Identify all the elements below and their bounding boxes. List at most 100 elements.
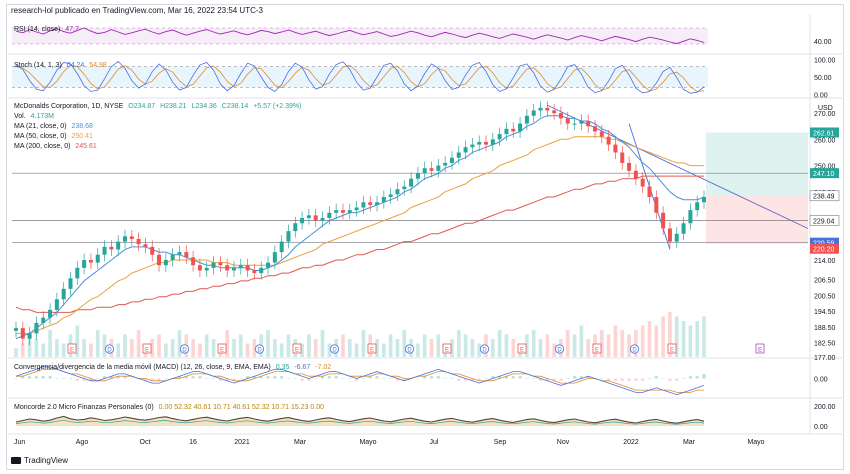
- volume-bar: [21, 343, 25, 357]
- macd-histogram-bar: [566, 378, 570, 379]
- wave-tick-label-0: 200.00: [814, 404, 836, 411]
- candle-body: [558, 113, 563, 119]
- candle-body: [143, 244, 148, 247]
- volume-bar: [634, 330, 638, 357]
- macd-histogram-bar: [539, 378, 543, 381]
- macd-histogram-bar: [402, 378, 406, 381]
- volume-bar: [531, 330, 536, 357]
- macd-histogram-bar: [212, 378, 216, 379]
- ohlc-close: C238.14: [221, 103, 249, 110]
- volume-bar: [34, 339, 39, 357]
- candle-body: [163, 259, 168, 266]
- volume-bar: [491, 339, 495, 357]
- macd-histogram-bar: [675, 378, 679, 381]
- candle-body: [136, 238, 141, 245]
- candle-body: [593, 126, 598, 132]
- volume-bar: [552, 343, 556, 357]
- macd-histogram-bar: [259, 376, 263, 379]
- macd-histogram-bar: [416, 378, 420, 379]
- candle-body: [259, 267, 264, 274]
- candle-body: [402, 186, 407, 190]
- candle-body: [388, 194, 393, 198]
- trend-line-down: [547, 104, 809, 229]
- candle-body: [231, 267, 236, 271]
- macd-histogram-bar: [573, 376, 577, 379]
- macd-histogram-bar: [21, 376, 25, 379]
- rsi-band: [12, 28, 708, 44]
- dividend-marker: [254, 344, 265, 354]
- macd-histogram-bar: [430, 376, 434, 379]
- volume-bar: [586, 339, 590, 357]
- volume-bar: [688, 325, 693, 357]
- volume-bar: [41, 343, 46, 357]
- candle-body: [463, 147, 468, 153]
- candle-body: [238, 265, 243, 268]
- macd-legend: Convergencia/divergencia de la media móv…: [14, 364, 331, 371]
- publish-attribution: research-lol publicado en TradingView.co…: [11, 6, 263, 15]
- price-tick-label-6: 200.50: [814, 293, 836, 300]
- price-tag-label-1: 247.10: [813, 171, 835, 178]
- volume-legend-value: 4.173M: [30, 113, 54, 120]
- candle-body: [490, 139, 495, 145]
- candle-body: [470, 144, 475, 148]
- candle-body: [75, 267, 80, 279]
- macd-histogram-bar: [375, 376, 379, 379]
- volume-bar: [252, 339, 257, 357]
- macd-histogram-bar: [470, 378, 474, 381]
- rsi-legend-value: 47.7: [65, 26, 79, 33]
- time-tick-label-7: Jul: [430, 439, 439, 446]
- ohlc-low: L234.36: [191, 103, 217, 110]
- macd-histogram-bar: [293, 378, 297, 379]
- volume-bar: [525, 334, 529, 357]
- candle-body: [381, 197, 386, 203]
- candle-body: [354, 207, 359, 211]
- rsi-legend: RSI (14, close) 47.7: [14, 26, 79, 33]
- ma21-legend-value: 238.68: [71, 123, 93, 130]
- stoch-legend-text: Stoch (14, 1, 3): [14, 62, 62, 69]
- candle-body: [436, 165, 441, 171]
- price-tag-label-5: 220.20: [813, 247, 835, 254]
- tradingview-logo[interactable]: TradingView: [11, 456, 68, 465]
- macd-histogram-bar: [702, 373, 706, 379]
- volume-bar: [211, 339, 216, 357]
- ma50-legend-value: 250.41: [71, 133, 93, 140]
- candle-body: [361, 202, 366, 208]
- wave-area: [16, 416, 704, 426]
- candle-body: [695, 202, 700, 211]
- candle-body: [422, 168, 427, 174]
- stoch-legend-k: 64.24: [66, 62, 85, 69]
- volume-bar: [456, 330, 461, 357]
- candle-body: [225, 265, 230, 271]
- volume-bar: [504, 334, 509, 357]
- candle-body: [340, 210, 345, 213]
- volume-bar: [463, 334, 468, 357]
- volume-bar: [416, 343, 420, 357]
- currency-label: USD: [818, 105, 833, 112]
- event-marker-label: E: [670, 348, 674, 354]
- volume-bar: [572, 334, 577, 357]
- ma200-legend: MA (200, close, 0) 245.61: [14, 143, 97, 150]
- macd-histogram-bar: [348, 378, 352, 379]
- stoch-k-line: [15, 60, 705, 94]
- target-zone: [706, 132, 808, 196]
- volume-bar: [654, 325, 659, 357]
- rsi-line: [15, 27, 705, 45]
- macd-histogram-bar: [525, 378, 529, 379]
- macd-histogram-bar: [191, 376, 195, 379]
- macd-histogram-bar: [641, 378, 645, 381]
- candle-body: [395, 189, 400, 195]
- candle-body: [327, 212, 332, 219]
- volume-bar: [116, 343, 120, 357]
- rsi-legend-text: RSI (14, close): [14, 26, 61, 33]
- macd-histogram-bar: [341, 378, 345, 379]
- volume-bar: [402, 330, 407, 357]
- event-marker-label: E: [70, 348, 74, 354]
- volume-bar: [130, 339, 134, 357]
- volume-bar: [95, 330, 100, 357]
- volume-bar: [48, 330, 52, 357]
- volume-bar: [164, 343, 168, 357]
- volume-bar: [681, 321, 686, 357]
- price-tag-box: [809, 215, 840, 226]
- volume-bar: [327, 343, 332, 357]
